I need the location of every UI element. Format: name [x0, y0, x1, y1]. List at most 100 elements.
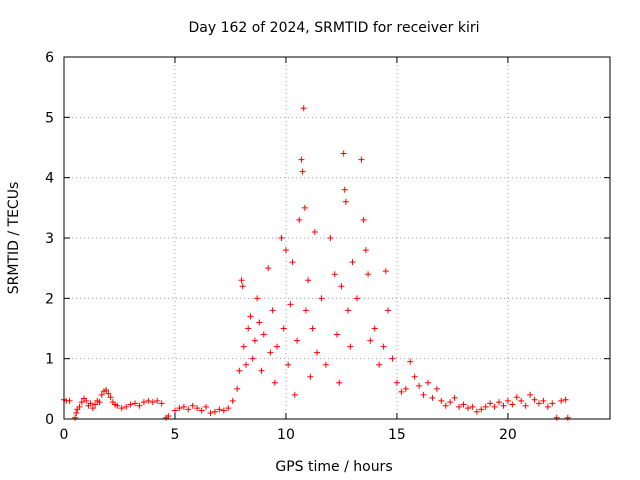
- data-point: [513, 394, 520, 401]
- data-point: [207, 409, 214, 416]
- data-point: [527, 391, 534, 398]
- data-point: [411, 373, 418, 380]
- data-point: [553, 414, 560, 421]
- data-point: [185, 406, 192, 413]
- data-point: [291, 391, 298, 398]
- y-tick-label: 6: [45, 50, 54, 66]
- data-point: [256, 319, 263, 326]
- data-point: [171, 407, 178, 414]
- data-point: [203, 403, 210, 410]
- data-point: [500, 402, 507, 409]
- data-point: [393, 379, 400, 386]
- data-point: [260, 331, 267, 338]
- data-point: [211, 408, 218, 415]
- data-point: [562, 396, 569, 403]
- data-point: [549, 400, 556, 407]
- x-tick-label: 20: [499, 427, 517, 443]
- data-point: [83, 397, 90, 404]
- data-point: [158, 400, 165, 407]
- y-tick-label: 1: [45, 352, 54, 368]
- data-point: [535, 400, 542, 407]
- data-point: [154, 397, 161, 404]
- data-point: [176, 405, 183, 412]
- data-point: [118, 405, 125, 412]
- data-point: [340, 150, 347, 157]
- data-point: [216, 406, 223, 413]
- data-point: [311, 228, 318, 235]
- x-tick-label: 10: [277, 427, 295, 443]
- data-point: [544, 403, 551, 410]
- data-point: [145, 397, 152, 404]
- x-axis-label: GPS time / hours: [275, 459, 392, 475]
- data-point: [349, 259, 356, 266]
- data-point: [238, 277, 245, 284]
- data-point: [240, 343, 247, 350]
- data-point: [73, 409, 80, 416]
- data-point: [380, 343, 387, 350]
- data-point: [558, 397, 565, 404]
- data-point: [236, 367, 243, 374]
- y-tick-label: 5: [45, 110, 54, 126]
- y-tick-label: 4: [45, 171, 54, 187]
- x-tick-label: 0: [60, 427, 69, 443]
- data-point: [420, 391, 427, 398]
- data-point: [287, 301, 294, 308]
- data-point: [198, 407, 205, 414]
- data-point: [254, 295, 261, 302]
- data-point: [478, 406, 485, 413]
- data-point: [127, 401, 134, 408]
- y-tick-label: 0: [45, 412, 54, 428]
- data-point: [442, 402, 449, 409]
- data-point: [429, 394, 436, 401]
- data-point: [98, 391, 105, 398]
- x-tick-label: 15: [388, 427, 406, 443]
- data-point: [473, 408, 480, 415]
- data-point: [318, 295, 325, 302]
- data-point: [132, 400, 139, 407]
- data-point: [540, 397, 547, 404]
- data-point: [360, 216, 367, 223]
- data-point: [149, 399, 156, 406]
- data-point: [362, 247, 369, 254]
- data-point: [282, 247, 289, 254]
- data-point: [239, 283, 246, 290]
- data-point: [274, 343, 281, 350]
- data-point: [460, 401, 467, 408]
- data-point: [347, 343, 354, 350]
- data-point: [96, 399, 103, 406]
- data-point: [447, 399, 454, 406]
- data-point: [285, 361, 292, 368]
- data-point: [78, 399, 85, 406]
- data-point: [382, 268, 389, 275]
- data-point: [438, 397, 445, 404]
- data-point: [234, 385, 241, 392]
- data-point: [522, 402, 529, 409]
- data-point: [531, 396, 538, 403]
- data-point: [353, 295, 360, 302]
- data-point: [220, 407, 227, 414]
- data-point: [456, 403, 463, 410]
- data-point: [103, 387, 110, 394]
- data-point: [402, 385, 409, 392]
- data-point: [189, 402, 196, 409]
- data-point: [365, 271, 372, 278]
- data-point: [105, 390, 112, 397]
- data-point: [322, 361, 329, 368]
- data-point: [451, 394, 458, 401]
- data-point: [278, 235, 285, 241]
- data-point: [180, 403, 187, 410]
- data-point: [114, 402, 121, 409]
- data-point: [107, 394, 114, 401]
- data-point: [247, 313, 254, 320]
- data-point: [296, 216, 303, 223]
- data-point: [307, 373, 314, 380]
- data-point: [433, 385, 440, 392]
- data-point: [342, 198, 349, 205]
- data-point: [249, 355, 256, 362]
- y-tick-label: 2: [45, 291, 54, 307]
- data-point: [269, 307, 276, 314]
- data-point: [89, 405, 96, 412]
- data-point: [469, 403, 476, 410]
- data-point: [123, 403, 130, 410]
- data-point: [72, 414, 79, 421]
